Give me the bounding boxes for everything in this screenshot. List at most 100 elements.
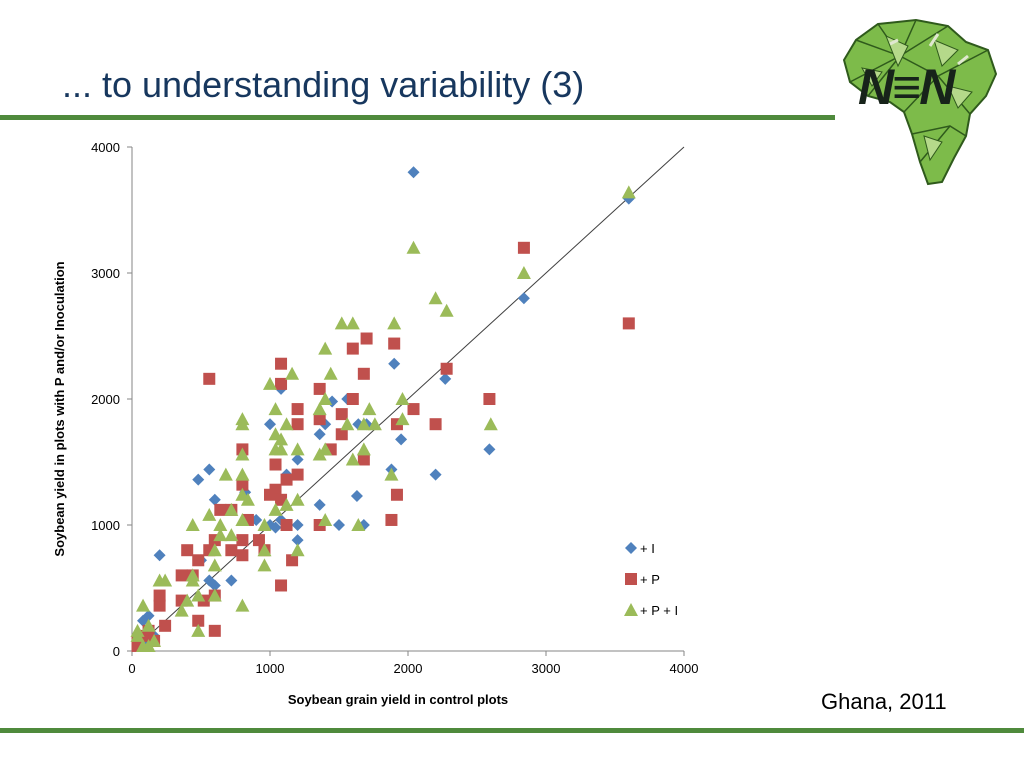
data-point xyxy=(388,357,401,370)
data-point xyxy=(192,554,205,567)
data-point xyxy=(367,417,382,431)
data-point xyxy=(429,468,442,481)
x-tick-label: 0 xyxy=(128,661,135,676)
data-point xyxy=(388,337,401,350)
data-point xyxy=(279,497,294,511)
data-point xyxy=(263,376,277,390)
axis-ticks: 0 1000 2000 3000 4000 0 1000 2000 3000 4000 xyxy=(91,140,698,676)
data-point xyxy=(191,623,206,637)
data-point xyxy=(360,332,373,345)
legend-label: + P + I xyxy=(640,603,678,618)
data-point xyxy=(290,543,305,557)
data-point xyxy=(279,417,294,431)
data-point xyxy=(313,498,326,511)
data-point xyxy=(257,543,272,557)
data-point xyxy=(318,512,333,526)
data-point xyxy=(275,357,288,370)
series-diamond xyxy=(131,166,635,652)
data-point xyxy=(207,588,222,602)
data-point xyxy=(141,618,156,632)
x-tick-label: 2000 xyxy=(394,661,423,676)
data-point xyxy=(141,638,156,652)
data-point xyxy=(257,558,272,572)
data-point xyxy=(357,367,370,380)
y-tick-label: 2000 xyxy=(91,392,120,407)
data-point xyxy=(235,447,250,461)
data-point xyxy=(236,478,249,491)
data-point xyxy=(390,488,403,501)
data-point xyxy=(345,452,360,466)
data-point xyxy=(290,492,305,506)
data-point xyxy=(252,534,265,547)
legend-label: + I xyxy=(640,541,655,556)
data-point xyxy=(350,490,363,503)
title-divider xyxy=(0,115,835,120)
data-point xyxy=(207,543,222,557)
series-square xyxy=(131,241,635,652)
data-point xyxy=(406,240,421,254)
data-point xyxy=(181,544,194,557)
y-tick-label: 1000 xyxy=(91,518,120,533)
x-tick-label: 3000 xyxy=(532,661,561,676)
data-point xyxy=(264,418,276,431)
data-point xyxy=(351,518,366,531)
data-point xyxy=(384,467,399,481)
data-point xyxy=(136,598,151,612)
legend-label: + P xyxy=(640,572,660,587)
data-point xyxy=(483,393,496,405)
data-point xyxy=(224,502,239,516)
data-point xyxy=(180,593,195,607)
data-point xyxy=(291,534,304,547)
data-point xyxy=(357,453,370,466)
data-point xyxy=(291,453,304,466)
data-point xyxy=(153,599,166,612)
logo-text: N≡N xyxy=(858,59,955,115)
africa-map-icon xyxy=(842,18,998,186)
data-point xyxy=(340,417,355,431)
data-point xyxy=(159,619,172,632)
legend-marker xyxy=(624,603,638,616)
data-point xyxy=(213,518,228,531)
data-point xyxy=(483,443,496,456)
data-point xyxy=(516,266,531,279)
data-point xyxy=(313,428,326,441)
data-point xyxy=(621,185,636,199)
data-point xyxy=(622,317,635,330)
data-point xyxy=(185,573,200,587)
data-point xyxy=(318,341,333,355)
data-point xyxy=(153,549,166,562)
data-point xyxy=(323,366,338,380)
data-point xyxy=(174,603,189,617)
data-point xyxy=(274,432,289,446)
data-point xyxy=(208,493,221,506)
legend-marker xyxy=(625,573,637,585)
data-point xyxy=(153,589,166,602)
data-point xyxy=(207,558,222,572)
data-point xyxy=(439,303,454,317)
one-to-one-line xyxy=(131,146,685,652)
data-point xyxy=(313,382,326,395)
data-point xyxy=(214,503,227,516)
data-point xyxy=(158,573,173,587)
data-point xyxy=(208,624,221,637)
data-point xyxy=(290,442,305,456)
data-point xyxy=(268,402,283,416)
data-point xyxy=(275,579,288,592)
data-point xyxy=(192,473,205,486)
data-point xyxy=(218,467,233,481)
data-point xyxy=(280,519,293,531)
data-point xyxy=(335,428,348,441)
data-point xyxy=(429,418,442,431)
x-axis-label: Soybean grain yield in control plots xyxy=(288,692,508,707)
data-point xyxy=(439,372,452,385)
data-point xyxy=(387,316,402,330)
data-point xyxy=(268,502,283,516)
data-point xyxy=(275,377,288,390)
data-point xyxy=(483,417,498,431)
data-point xyxy=(291,468,304,481)
data-point xyxy=(312,447,327,461)
data-point xyxy=(225,544,238,557)
data-point xyxy=(428,291,443,305)
data-point xyxy=(203,463,216,476)
data-point xyxy=(235,598,250,612)
